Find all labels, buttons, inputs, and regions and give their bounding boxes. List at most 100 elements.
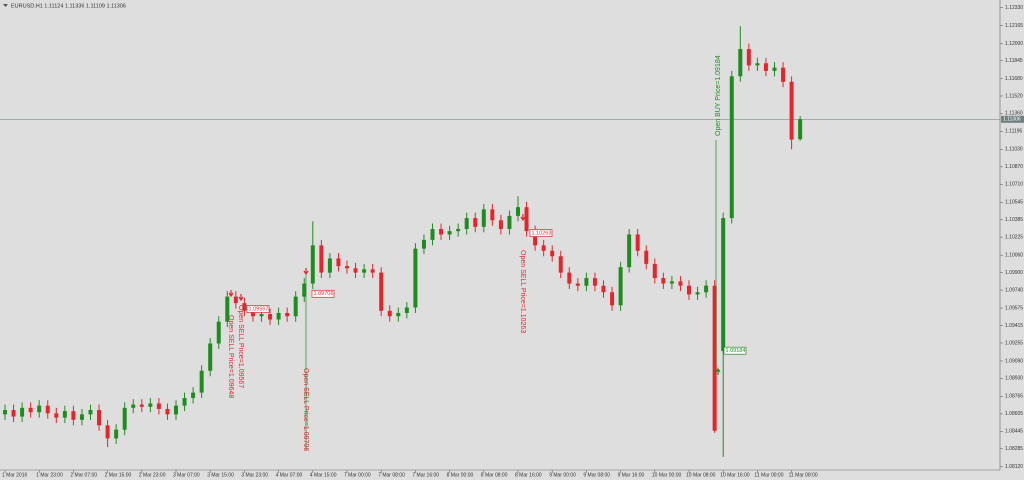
candle-body xyxy=(174,405,178,415)
price-label: 1.09567 xyxy=(249,306,269,312)
candle-body xyxy=(54,413,59,418)
y-tick-label: 1.08930 xyxy=(1005,376,1023,382)
candle-body xyxy=(430,229,435,240)
candle-body xyxy=(293,296,298,317)
price-label-box xyxy=(723,346,747,355)
candle-body xyxy=(310,245,315,284)
candle-body xyxy=(610,292,615,306)
candle-body xyxy=(11,410,16,417)
y-tick-label: 1.11360 xyxy=(1005,111,1023,117)
price-label-box xyxy=(311,289,335,298)
y-tick-label: 1.10225 xyxy=(1005,235,1023,241)
candle-body xyxy=(139,404,144,407)
x-tick-label: 3 Mar 23:00 xyxy=(241,472,268,478)
price-label: 1.09184 xyxy=(726,348,746,354)
candle-body xyxy=(105,425,110,439)
candle-body xyxy=(695,292,700,295)
x-tick-label: 9 Mar 08:00 xyxy=(583,472,610,478)
price-label: 1.10263 xyxy=(532,230,552,236)
y-tick-label: 1.08765 xyxy=(1005,394,1023,400)
candle-body xyxy=(396,312,401,317)
candle-body xyxy=(661,278,666,284)
price-label: 1.09706 xyxy=(314,291,334,297)
candle-body xyxy=(618,267,623,306)
x-tick-label: 8 Mar 00:00 xyxy=(447,472,474,478)
candle-body xyxy=(516,207,520,216)
candle-body xyxy=(88,410,93,415)
candle-body xyxy=(327,258,332,273)
x-tick-label: 11 Mar 08:00 xyxy=(789,472,818,478)
y-tick-label: 1.12165 xyxy=(1005,23,1023,29)
y-tick-label: 1.11030 xyxy=(1005,147,1023,153)
y-tick-label: 1.09255 xyxy=(1005,340,1023,346)
candle-body xyxy=(345,266,349,269)
y-tick-label: 1.12330 xyxy=(1005,5,1023,11)
candle-body xyxy=(789,81,794,140)
price-label-box xyxy=(529,229,553,237)
candle-body xyxy=(413,248,418,308)
trade-arrow xyxy=(303,268,309,276)
candle-body xyxy=(199,370,204,393)
candle-body xyxy=(259,314,264,317)
candle-body xyxy=(79,414,84,420)
trade-arrow xyxy=(520,214,526,222)
candle-body xyxy=(541,245,546,251)
x-tick-label: 4 Mar 15:00 xyxy=(310,472,337,478)
candle-body xyxy=(191,392,196,399)
x-tick-label: 8 Mar 16:00 xyxy=(515,472,542,478)
x-tick-label: 7 Mar 08:00 xyxy=(378,472,405,478)
candle-body xyxy=(729,76,734,219)
x-tick-label: 4 Mar 07:00 xyxy=(276,472,303,478)
y-tick-label: 1.12000 xyxy=(1005,41,1023,47)
candle-body xyxy=(712,285,717,431)
x-tick-label: 1 Mar 23:00 xyxy=(36,472,63,478)
candle-body xyxy=(721,218,726,352)
y-tick-label: 1.09415 xyxy=(1005,323,1023,329)
y-tick-label: 1.08285 xyxy=(1005,446,1023,452)
candle-body xyxy=(45,405,50,414)
candle-body xyxy=(71,411,76,420)
candle-body xyxy=(627,234,632,268)
candle-body xyxy=(182,398,187,406)
symbol-menu-icon xyxy=(3,4,8,7)
x-tick-label: 10 Mar 08:00 xyxy=(686,472,716,478)
y-tick-label: 1.08445 xyxy=(1005,429,1023,435)
x-tick-label: 2 Mar 15:00 xyxy=(105,472,132,478)
x-tick-label: 8 Mar 08:00 xyxy=(481,472,508,478)
candle-body xyxy=(276,312,281,320)
candle-body xyxy=(421,239,426,249)
candle-body xyxy=(216,321,221,344)
x-tick-label: 11 Mar 00:00 xyxy=(754,472,783,478)
candle-body xyxy=(379,272,384,311)
current-price-label: 1.11306 xyxy=(1003,117,1021,123)
trade-arrow xyxy=(238,294,244,302)
candle-body xyxy=(97,410,102,426)
candle-body xyxy=(233,296,238,304)
candle-body xyxy=(755,63,760,66)
candle-body xyxy=(763,63,768,71)
x-tick-label: 9 Mar 16:00 xyxy=(618,472,645,478)
y-tick-label: 1.09740 xyxy=(1005,287,1023,293)
candle-body xyxy=(678,281,683,286)
y-tick-label: 1.11845 xyxy=(1005,58,1023,64)
trade-annotation: Open SELL Price=1.09567 xyxy=(237,305,244,388)
chart-header: EURUSD,H1 1.11124 1.11336 1.11109 1.1130… xyxy=(11,3,126,9)
current-price-box xyxy=(1001,115,1024,123)
x-tick-label: 10 Mar 16:00 xyxy=(720,472,750,478)
candle-body xyxy=(481,209,486,227)
candle-body xyxy=(652,263,657,279)
y-tick-label: 1.09090 xyxy=(1005,358,1023,364)
candle-body xyxy=(635,234,640,251)
candle-body xyxy=(319,245,324,273)
candle-body xyxy=(772,67,777,71)
trade-arrow xyxy=(228,290,234,298)
y-tick-label: 1.10385 xyxy=(1005,217,1023,223)
candle-body xyxy=(533,231,538,246)
candle-body xyxy=(387,310,392,317)
candle-body xyxy=(644,250,649,264)
candle-body xyxy=(370,269,375,273)
candle-body xyxy=(473,218,478,227)
